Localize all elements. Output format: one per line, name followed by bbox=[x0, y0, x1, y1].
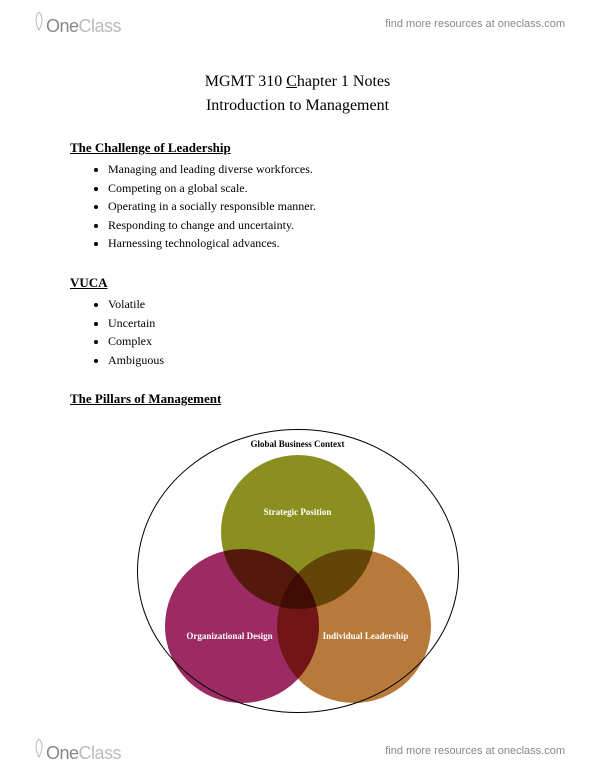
venn-label-left: Organizational Design bbox=[168, 631, 290, 642]
list-item: Harnessing technological advances. bbox=[108, 234, 525, 253]
resources-link-bottom[interactable]: find more resources at oneclass.com bbox=[385, 745, 565, 757]
resources-link-top[interactable]: find more resources at oneclass.com bbox=[385, 18, 565, 30]
heading-pillars: The Pillars of Management bbox=[70, 391, 525, 407]
list-vuca: Volatile Uncertain Complex Ambiguous bbox=[70, 295, 525, 369]
list-challenge: Managing and leading diverse workforces.… bbox=[70, 160, 525, 253]
heading-vuca: VUCA bbox=[70, 275, 525, 291]
header-bar: OneClass find more resources at oneclass… bbox=[0, 0, 595, 43]
logo-text-one: One bbox=[46, 743, 79, 764]
footer-bar: OneClass find more resources at oneclass… bbox=[0, 727, 595, 770]
logo-text-class: Class bbox=[79, 16, 122, 37]
venn-label-top: Strategic Position bbox=[246, 507, 350, 518]
venn-circle-right: Individual Leadership bbox=[277, 549, 431, 703]
list-item: Operating in a socially responsible mann… bbox=[108, 197, 525, 216]
title-line1-pre: MGMT 310 bbox=[205, 73, 287, 90]
document-body: MGMT 310 Chapter 1 Notes Introduction to… bbox=[0, 0, 595, 725]
heading-challenge: The Challenge of Leadership bbox=[70, 140, 525, 156]
venn-diagram: Global Business Context Strategic Positi… bbox=[133, 425, 463, 725]
list-item: Volatile bbox=[108, 295, 525, 314]
list-item: Uncertain bbox=[108, 314, 525, 333]
logo-text-class: Class bbox=[79, 743, 122, 764]
list-item: Competing on a global scale. bbox=[108, 179, 525, 198]
page-title: MGMT 310 Chapter 1 Notes Introduction to… bbox=[70, 70, 525, 118]
list-item: Responding to change and uncertainty. bbox=[108, 216, 525, 235]
logo-text-one: One bbox=[46, 16, 79, 37]
venn-outer-label: Global Business Context bbox=[133, 439, 463, 449]
logo-top: OneClass bbox=[30, 10, 121, 37]
title-line2: Introduction to Management bbox=[206, 97, 389, 114]
title-line1-u: C bbox=[286, 73, 297, 90]
list-item: Ambiguous bbox=[108, 351, 525, 370]
logo-bottom: OneClass bbox=[30, 737, 121, 764]
venn-label-right: Individual Leadership bbox=[305, 631, 427, 642]
title-line1-post: hapter 1 Notes bbox=[297, 73, 390, 90]
list-item: Complex bbox=[108, 332, 525, 351]
list-item: Managing and leading diverse workforces. bbox=[108, 160, 525, 179]
